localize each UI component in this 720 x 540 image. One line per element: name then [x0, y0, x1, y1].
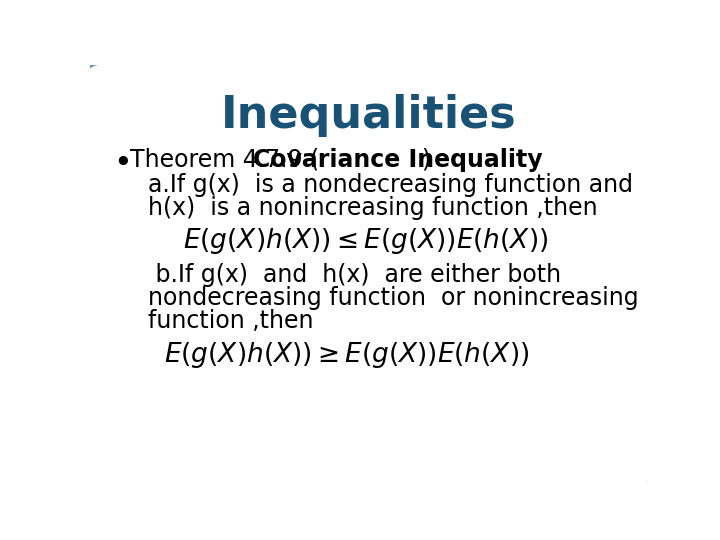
Text: •: • — [113, 148, 132, 179]
Text: ): ) — [421, 148, 430, 172]
Ellipse shape — [12, 3, 253, 180]
Text: Covariance Inequality: Covariance Inequality — [253, 148, 542, 172]
Text: Inequalities: Inequalities — [221, 94, 517, 137]
FancyBboxPatch shape — [86, 65, 652, 484]
Text: h(x)  is a nonincreasing function ,then: h(x) is a nonincreasing function ,then — [148, 195, 598, 220]
Text: Theorem 4.7.9 (: Theorem 4.7.9 ( — [130, 148, 320, 172]
Text: $E(g(X)h(X)) \geq E(g(X))E(h(X))$: $E(g(X)h(X)) \geq E(g(X))E(h(X))$ — [163, 340, 529, 370]
Text: nondecreasing function  or nonincreasing: nondecreasing function or nonincreasing — [148, 286, 639, 310]
Text: b.If g(x)  and  h(x)  are either both: b.If g(x) and h(x) are either both — [148, 262, 562, 287]
Ellipse shape — [497, 377, 679, 510]
Text: function ,then: function ,then — [148, 309, 314, 333]
Text: $E(g(X)h(X)) \leq E(g(X))E(h(X))$: $E(g(X)h(X)) \leq E(g(X))E(h(X))$ — [183, 226, 549, 256]
Ellipse shape — [485, 365, 720, 540]
Ellipse shape — [63, 36, 245, 168]
Text: a.If g(x)  is a nondecreasing function and: a.If g(x) is a nondecreasing function an… — [148, 173, 633, 197]
